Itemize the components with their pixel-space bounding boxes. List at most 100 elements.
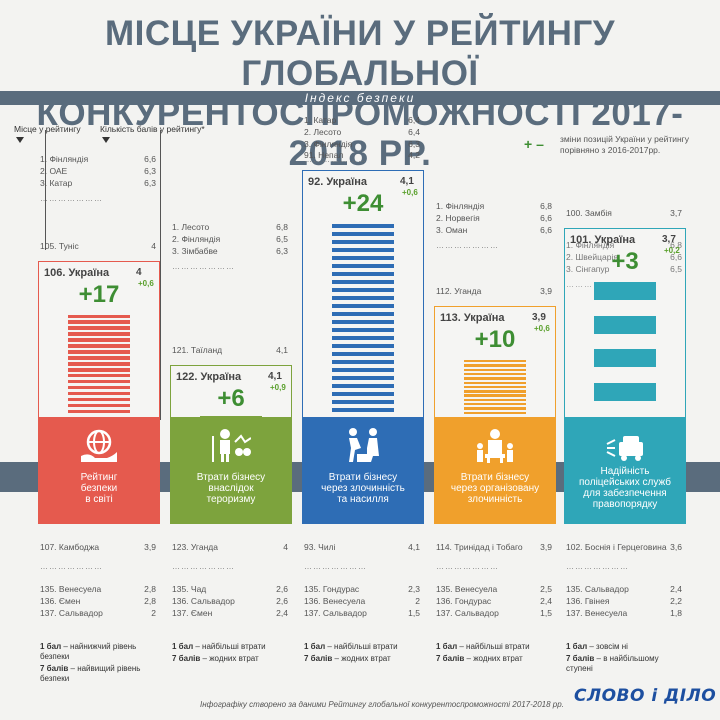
bottom-row-2-2: 137. Сальвадор 1,5: [304, 608, 420, 618]
top-row-0-1-country: 2. ОАЕ: [40, 166, 68, 176]
pre-row-3: 112. Уганда 3,9: [436, 286, 552, 296]
bottom-row-1-1-score: 2,6: [276, 596, 288, 606]
bar-stripe-3-9: [464, 398, 526, 402]
top-row-1-0-score: 6,8: [276, 222, 288, 232]
category-box-4: Надійність поліцейських служб для забезпеч…: [564, 418, 686, 524]
bottom-row-1-1: 136. Сальвадор 2,6: [172, 596, 288, 606]
bottom-row-1-2-country: 137. Ємен: [172, 608, 213, 618]
bar-stripe-4-0: [594, 282, 656, 301]
category-label-1-1: внаслідок: [208, 483, 254, 494]
bottom-row-0-2: 137. Сальвадор 2: [40, 608, 156, 618]
dots-bottom-2: …………………: [304, 562, 367, 571]
post-row-4-country: 102. Боснія і Герцеговина: [566, 542, 667, 552]
foot-line-2-1: 7 балів – жодних втрат: [304, 654, 422, 664]
pre-row-2: 91. Непал 4,2: [304, 150, 420, 160]
bottom-row-1-0-country: 135. Чад: [172, 584, 207, 594]
bottom-row-1-0: 135. Чад 2,6: [172, 584, 288, 594]
subtitle: Індекс безпеки: [0, 89, 720, 107]
top-row-2-1: 2. Лесото 6,4: [304, 127, 420, 137]
bar-stripe-2-15: [332, 343, 394, 349]
bottom-row-4-2-score: 1,8: [670, 608, 682, 618]
bottom-row-3-0-country: 135. Венесуела: [436, 584, 498, 594]
bar-stripe-0-12: [68, 386, 130, 390]
bar-stripe-0-13: [68, 392, 130, 396]
bar-stripe-3-6: [464, 385, 526, 389]
foot-line-4-1: 7 балів – в найбільшому ступені: [566, 654, 684, 674]
category-box-1: Втрати бізнесу внаслідок тероризму: [170, 418, 292, 524]
top-row-3-2-score: 6,6: [540, 225, 552, 235]
bar-stripe-2-21: [332, 391, 394, 397]
header-score: Кількість балів у рейтингу*: [100, 124, 205, 134]
ukraine-rank-label-0: 106. Україна: [44, 266, 110, 279]
bar-stripe-0-15: [68, 404, 130, 408]
foot-points-1-1: 7 балів: [172, 654, 201, 663]
dots-top-3: …………………: [436, 241, 499, 250]
post-row-1-country: 123. Уганда: [172, 542, 218, 552]
foot-line-0-1: 7 балів – найвищий рівень безпеки: [40, 664, 158, 684]
top-row-0-2-score: 6,3: [144, 178, 156, 188]
category-label-4-0: Надійність: [600, 466, 650, 477]
bottom-row-3-0-score: 2,5: [540, 584, 552, 594]
title-line-1: МІСЦЕ УКРАЇНИ У РЕЙТИНГУ ГЛОБАЛЬНОЇ: [104, 14, 616, 93]
bar-stripe-3-0: [464, 360, 526, 363]
bar-stripe-0-16: [68, 410, 130, 414]
bar-stripe-2-9: [332, 295, 394, 301]
bottom-row-1-0-score: 2,6: [276, 584, 288, 594]
pre-row-1-country: 121. Таїланд: [172, 344, 223, 355]
foot-note-0: 1 бал – найнижчий рівень безпеки 7 балів …: [40, 642, 158, 686]
bottom-row-3-1-country: 136. Гондурас: [436, 596, 492, 606]
bar-stripe-1-11: [200, 416, 262, 419]
pre-row-1: 121. Таїланд 4,1: [172, 345, 288, 355]
bottom-row-0-2-score: 2: [151, 608, 156, 618]
category-label-2-2: та насилля: [337, 494, 389, 505]
bar-stripe-4-2: [594, 349, 656, 368]
bottom-row-3-1-score: 2,4: [540, 596, 552, 606]
category-label-0-2: в світі: [85, 494, 113, 505]
top-row-3-2-country: 3. Оман: [436, 225, 468, 235]
bar-stripe-0-8: [68, 362, 130, 366]
top-row-3-0-score: 6,8: [540, 201, 552, 211]
bottom-row-3-2-score: 1,5: [540, 608, 552, 618]
subtitle-text: Індекс безпеки: [292, 91, 428, 105]
bar-stripe-0-0: [68, 314, 130, 318]
bottom-row-2-0: 135. Гондурас 2,3: [304, 584, 420, 594]
rank-change-3: +10: [474, 326, 516, 353]
bottom-row-4-1-country: 136. Гвінея: [566, 596, 610, 606]
top-row-1-1-score: 6,5: [276, 234, 288, 244]
ukraine-rank-label-2: 92. Україна: [308, 175, 367, 188]
ukraine-rank-label-3: 113. Україна: [440, 312, 505, 324]
top-row-4-2-score: 6,5: [670, 264, 682, 274]
post-row-4: 102. Боснія і Герцеговина 3,6: [566, 542, 682, 552]
post-row-0-score: 3,9: [144, 542, 156, 552]
pre-row-3-score: 3,9: [540, 286, 552, 296]
foot-points-4-1: 7 балів: [566, 654, 595, 663]
foot-line-1-0: 1 бал – найбільші втрати: [172, 642, 290, 652]
bottom-row-0-2-country: 137. Сальвадор: [40, 608, 103, 618]
score-guide-line: [160, 130, 161, 420]
dots-top-2: …………………: [304, 155, 367, 164]
score-change-2: +0,6: [402, 187, 418, 197]
bottom-row-0-0-country: 135. Венесуела: [40, 584, 102, 594]
foot-note-2: 1 бал – найбільші втрати 7 балів – жодних…: [304, 642, 422, 666]
top-row-0-0: 1. Фінляндія 6,6: [40, 154, 156, 164]
bottom-row-2-1: 136. Венесуела 2: [304, 596, 420, 606]
pre-row-0-country: 105. Туніс: [40, 240, 79, 251]
bar-stripe-0-5: [68, 344, 130, 348]
pre-row-1-score: 4,1: [276, 344, 288, 355]
bottom-row-0-0-score: 2,8: [144, 584, 156, 594]
bottom-row-4-2: 137. Венесуела 1,8: [566, 608, 682, 618]
pre-row-4-score: 3,7: [670, 208, 682, 218]
bottom-row-3-0: 135. Венесуела 2,5: [436, 584, 552, 594]
top-row-3-1-country: 2. Норвегія: [436, 213, 480, 223]
dots-bottom-4: …………………: [566, 562, 629, 571]
bottom-row-4-0-country: 135. Сальвадор: [566, 584, 629, 594]
foot-desc-1-0: – найбільші втрати: [193, 642, 266, 651]
bar-stripe-2-7: [332, 279, 394, 285]
ukraine-score-4: 3,7: [662, 234, 676, 245]
bar-stripe-3-5: [464, 381, 526, 384]
category-label-2-1: через злочинність: [321, 483, 405, 494]
foot-desc-3-1: – жодних втрат: [464, 654, 523, 663]
foot-note-1: 1 бал – найбільші втрати 7 балів – жодних…: [172, 642, 290, 666]
police-icon: [606, 436, 643, 461]
column-frame-1: [170, 364, 292, 418]
